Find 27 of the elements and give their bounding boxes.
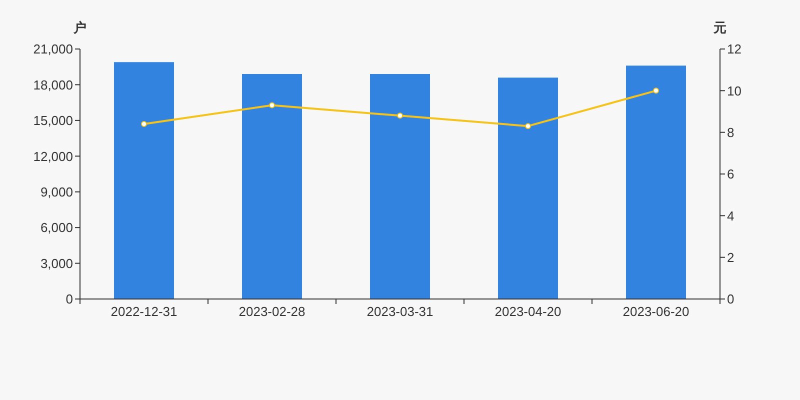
y2-tick-label: 8 (727, 124, 734, 140)
y-tick-label: 9,000 (40, 184, 73, 200)
y-tick-label: 21,000 (33, 42, 73, 57)
y-tick-label: 6,000 (40, 220, 73, 236)
x-tick-label: 2023-02-28 (238, 304, 306, 319)
y-tick-label: 0 (66, 292, 73, 307)
point (397, 112, 403, 119)
point (269, 102, 275, 108)
y-tick-label: 18,000 (33, 77, 73, 92)
y2-axis-title: 元 (712, 20, 726, 35)
point (141, 121, 147, 127)
y2-tick-label: 10 (727, 83, 742, 98)
y2-tick-label: 2 (727, 250, 734, 265)
x-tick-label: 2023-04-20 (494, 304, 562, 319)
x-tick-label: 2022-12-31 (110, 304, 178, 319)
y-tick-label: 3,000 (40, 256, 73, 271)
point (653, 88, 659, 94)
y-tick-label: 15,000 (33, 113, 73, 128)
y2-tick-label: 4 (727, 208, 734, 224)
x-tick-label: 2023-06-20 (622, 304, 690, 319)
point (525, 123, 531, 130)
y2-tick-label: 6 (727, 166, 734, 182)
y-tick-label: 12,000 (33, 148, 73, 164)
y2-tick-label: 0 (727, 292, 734, 307)
y-axis-title: 户 (72, 20, 86, 35)
y2-tick-label: 12 (727, 42, 742, 57)
x-tick-label: 2023-03-31 (366, 304, 434, 319)
